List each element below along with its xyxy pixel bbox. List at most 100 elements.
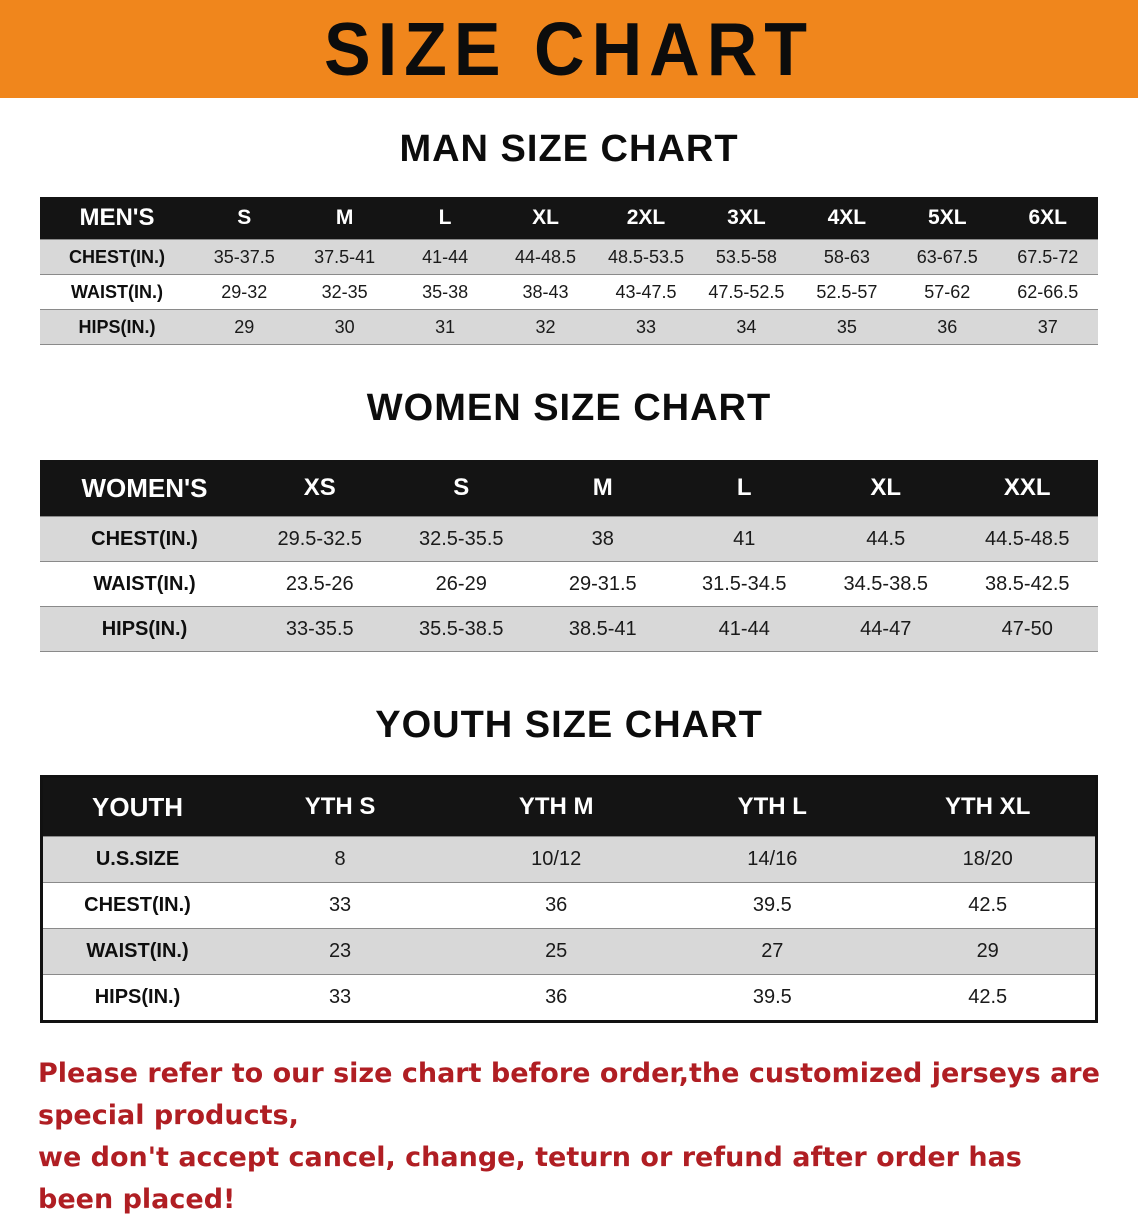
size-value: 38-43 bbox=[495, 274, 596, 310]
table-header-row: WOMEN'S XS S M L XL XXL bbox=[40, 460, 1098, 517]
size-value: 42.5 bbox=[880, 882, 1097, 929]
notice-line-2: we don't accept cancel, change, teturn o… bbox=[38, 1141, 1022, 1215]
measurement-label: CHEST(IN.) bbox=[40, 239, 194, 275]
size-value: 29.5-32.5 bbox=[249, 516, 391, 562]
size-value: 39.5 bbox=[664, 974, 881, 1022]
measurement-label: CHEST(IN.) bbox=[41, 882, 232, 929]
size-value: 58-63 bbox=[796, 239, 898, 275]
youth-section-heading: YOUTH SIZE CHART bbox=[375, 704, 763, 746]
size-value: 41-44 bbox=[673, 606, 815, 652]
size-value: 18/20 bbox=[880, 836, 1097, 883]
size-value: 42.5 bbox=[880, 974, 1097, 1022]
size-value: 52.5-57 bbox=[796, 274, 898, 310]
size-value: 31 bbox=[394, 309, 496, 345]
women-size-table: WOMEN'S XS S M L XL XXL CHEST(IN.) 29.5-32.5 32.5… bbox=[40, 460, 1098, 652]
size-column-header: 2XL bbox=[595, 197, 697, 240]
size-value: 32 bbox=[495, 309, 596, 345]
women-size-section: WOMEN SIZE CHART WOMEN'S XS S M L XL XXL CHEST(… bbox=[0, 387, 1138, 652]
youth-size-table: YOUTH YTH S YTH M YTH L YTH XL U.S.SIZE 8 10/12… bbox=[40, 775, 1098, 1023]
table-title-cell: MEN'S bbox=[40, 197, 194, 240]
table-row: CHEST(IN.) 33 36 39.5 42.5 bbox=[41, 882, 1097, 929]
size-column-header: XS bbox=[249, 460, 391, 517]
size-value: 35 bbox=[796, 309, 898, 345]
table-row: WAIST(IN.) 23 25 27 29 bbox=[41, 928, 1097, 975]
size-value: 63-67.5 bbox=[897, 239, 998, 275]
table-header-row: MEN'S S M L XL 2XL 3XL 4XL 5XL 6XL bbox=[40, 197, 1098, 240]
size-value: 36 bbox=[448, 882, 665, 929]
table-title-cell: WOMEN'S bbox=[40, 460, 249, 517]
size-column-header: 3XL bbox=[696, 197, 797, 240]
measurement-label: WAIST(IN.) bbox=[41, 928, 232, 975]
size-value: 30 bbox=[294, 309, 395, 345]
size-value: 62-66.5 bbox=[997, 274, 1098, 310]
size-value: 47.5-52.5 bbox=[696, 274, 797, 310]
youth-size-section: YOUTH SIZE CHART YOUTH YTH S YTH M YTH L YTH… bbox=[0, 704, 1138, 1023]
size-value: 33 bbox=[232, 882, 449, 929]
size-value: 48.5-53.5 bbox=[595, 239, 697, 275]
size-value: 41 bbox=[673, 516, 815, 562]
measurement-label: HIPS(IN.) bbox=[40, 309, 194, 345]
size-value: 53.5-58 bbox=[696, 239, 797, 275]
size-column-header: M bbox=[532, 460, 674, 517]
measurement-label: HIPS(IN.) bbox=[40, 606, 249, 652]
size-value: 47-50 bbox=[956, 606, 1098, 652]
size-column-header: XXL bbox=[956, 460, 1098, 517]
size-value: 33 bbox=[232, 974, 449, 1022]
size-value: 26-29 bbox=[390, 561, 532, 607]
table-row: CHEST(IN.) 35-37.5 37.5-41 41-44 44-48.5 48.5… bbox=[40, 239, 1098, 275]
size-value: 29-31.5 bbox=[532, 561, 674, 607]
size-value: 33 bbox=[595, 309, 697, 345]
size-value: 39.5 bbox=[664, 882, 881, 929]
table-row: CHEST(IN.) 29.5-32.5 32.5-35.5 38 41 44.5 44.5… bbox=[40, 516, 1098, 562]
size-value: 41-44 bbox=[394, 239, 496, 275]
footer-notice: Please refer to our size chart before or… bbox=[38, 1053, 1100, 1220]
size-value: 23.5-26 bbox=[249, 561, 391, 607]
size-value: 31.5-34.5 bbox=[673, 561, 815, 607]
men-size-table: MEN'S S M L XL 2XL 3XL 4XL 5XL 6XL CHEST(IN.) 35-37… bbox=[40, 197, 1098, 345]
size-value: 67.5-72 bbox=[997, 239, 1098, 275]
table-row: WAIST(IN.) 29-32 32-35 35-38 38-43 43-47.5 47.… bbox=[40, 274, 1098, 310]
size-value: 32.5-35.5 bbox=[390, 516, 532, 562]
size-value: 14/16 bbox=[664, 836, 881, 883]
measurement-label: WAIST(IN.) bbox=[40, 274, 194, 310]
size-value: 36 bbox=[897, 309, 998, 345]
size-value: 38.5-41 bbox=[532, 606, 674, 652]
size-column-header: S bbox=[194, 197, 295, 240]
size-value: 44-47 bbox=[815, 606, 957, 652]
size-value: 34.5-38.5 bbox=[815, 561, 957, 607]
size-column-header: YTH XL bbox=[880, 776, 1097, 837]
size-value: 27 bbox=[664, 928, 881, 975]
size-value: 37 bbox=[997, 309, 1098, 345]
table-row: HIPS(IN.) 33 36 39.5 42.5 bbox=[41, 974, 1097, 1022]
size-column-header: 5XL bbox=[897, 197, 998, 240]
size-column-header: S bbox=[390, 460, 532, 517]
size-value: 29 bbox=[880, 928, 1097, 975]
size-value: 44.5-48.5 bbox=[956, 516, 1098, 562]
size-value: 37.5-41 bbox=[294, 239, 395, 275]
size-value: 38.5-42.5 bbox=[956, 561, 1098, 607]
size-value: 29-32 bbox=[194, 274, 295, 310]
size-value: 32-35 bbox=[294, 274, 395, 310]
size-column-header: XL bbox=[815, 460, 957, 517]
size-value: 8 bbox=[232, 836, 449, 883]
measurement-label: CHEST(IN.) bbox=[40, 516, 249, 562]
size-value: 35-38 bbox=[394, 274, 496, 310]
size-column-header: 4XL bbox=[796, 197, 898, 240]
size-column-header: M bbox=[294, 197, 395, 240]
notice-line-1: Please refer to our size chart before or… bbox=[38, 1058, 1100, 1131]
size-value: 35.5-38.5 bbox=[390, 606, 532, 652]
size-value: 38 bbox=[532, 516, 674, 562]
size-column-header: YTH L bbox=[664, 776, 881, 837]
size-value: 44-48.5 bbox=[495, 239, 596, 275]
size-value: 25 bbox=[448, 928, 665, 975]
size-value: 36 bbox=[448, 974, 665, 1022]
women-section-heading: WOMEN SIZE CHART bbox=[366, 387, 772, 429]
size-column-header: L bbox=[394, 197, 496, 240]
size-value: 44.5 bbox=[815, 516, 957, 562]
size-column-header: XL bbox=[495, 197, 596, 240]
size-column-header: L bbox=[673, 460, 815, 517]
size-value: 34 bbox=[696, 309, 797, 345]
size-value: 10/12 bbox=[448, 836, 665, 883]
size-value: 33-35.5 bbox=[249, 606, 391, 652]
size-value: 35-37.5 bbox=[194, 239, 295, 275]
